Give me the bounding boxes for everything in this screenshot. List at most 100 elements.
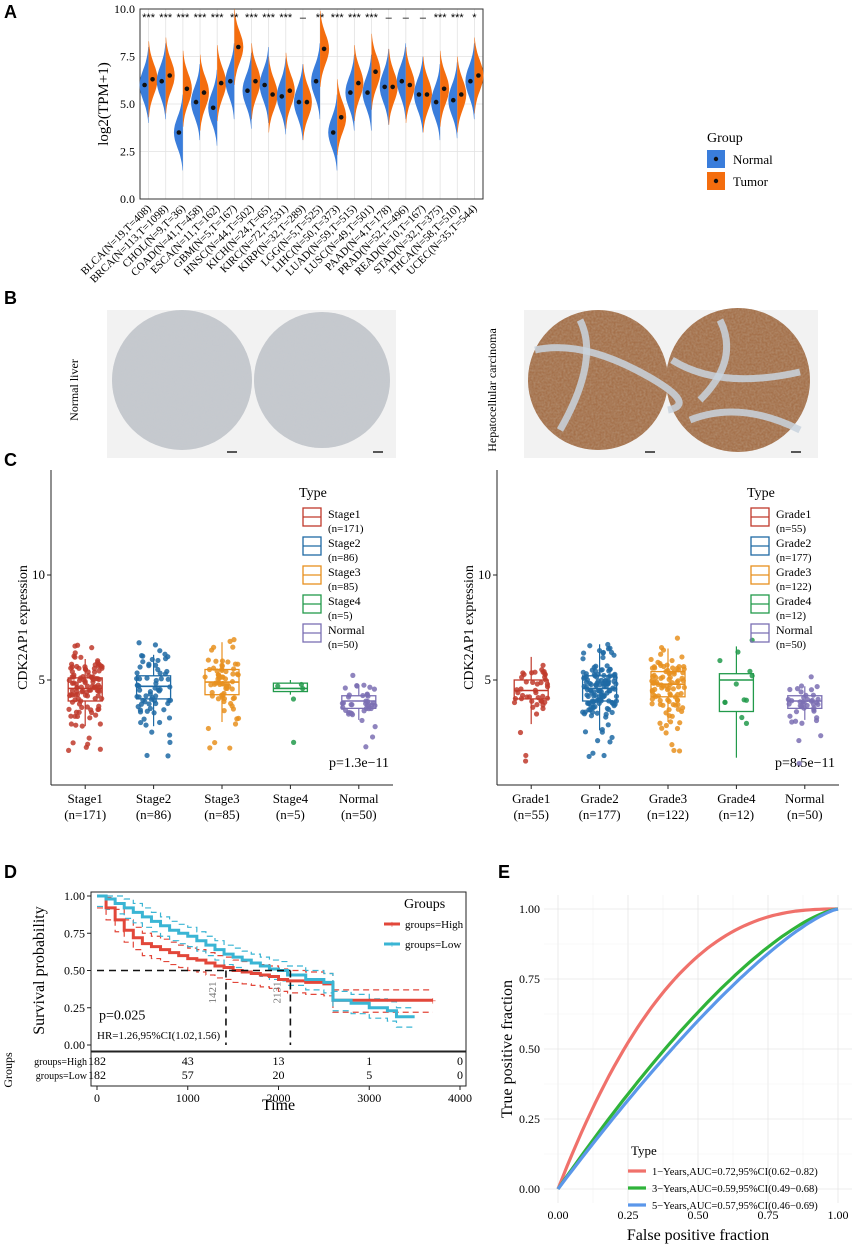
x-tick-label: 0 [94,1091,100,1105]
data-point [613,681,619,687]
p-value-label: p=0.025 [99,1009,145,1024]
legend-label-normal: Normal [733,152,773,167]
data-point [205,725,212,732]
violin-tumor-median-point [218,80,224,86]
data-point [544,695,551,701]
data-point [583,679,590,685]
box-iqr [67,677,103,702]
x-tick-label: 0.00 [548,1208,569,1222]
data-point [599,667,605,673]
roc-curve-1-year [556,907,838,1190]
data-point [607,645,613,651]
significance-label: ** [316,12,325,24]
data-point [364,692,370,698]
panel-letter-d: D [4,862,17,882]
data-point [349,702,355,708]
y-tick-label: 0.75 [519,972,540,986]
data-point [606,688,612,694]
y-axis-label: Survival probability [31,906,48,1034]
box-iqr [272,682,309,693]
data-point [717,657,723,664]
data-point [66,706,72,712]
violin-tumor-median-point [407,82,413,88]
data-point [534,702,540,708]
data-point [677,720,683,726]
data-point [213,658,219,664]
significance-label: *** [194,12,208,24]
y-tick-label-a: 0.0 [120,192,135,206]
y-axis-label: CDK2AP1 expression [16,565,31,690]
hcc-label: Hepatocellular carcinoma [485,328,499,452]
risk-row-label: groups=High [34,1057,87,1068]
data-point [235,715,242,721]
data-point [589,667,595,673]
survival-curve-low [97,894,415,1019]
data-point [93,712,99,718]
data-point [798,683,805,689]
data-point [580,656,586,662]
data-point [80,688,86,694]
x-axis-label: Time [262,1097,295,1114]
data-point [72,713,78,719]
data-point [137,709,144,715]
data-point [232,721,239,727]
data-point [371,686,378,692]
panel-b-ihc-images: Normal liver Hepatocellular carcinoma [67,308,818,458]
x-tick-label: 0.50 [688,1208,709,1222]
violin-tumor-median-point [373,69,378,74]
x-tick-count: (n=85) [204,807,240,822]
data-point [722,699,728,706]
data-point [227,638,233,644]
legend-count: (n=177) [776,552,812,564]
data-point [675,706,681,712]
data-point [221,708,227,714]
data-point [601,752,607,759]
data-point [225,659,231,665]
risk-count: 13 [273,1054,285,1068]
significance-label: – [386,12,393,24]
significance-label: – [420,12,427,24]
violin-tumor-median-point [270,92,275,97]
data-point [611,652,617,658]
violin-normal-median-point [348,90,353,95]
legend-title-e: Type [631,1143,657,1158]
x-tick-count: (n=12) [719,807,755,822]
data-point [596,688,602,694]
data-point [515,690,521,696]
significance-label: *** [451,12,465,24]
data-point [84,689,90,695]
data-point [144,675,150,681]
legend-title: Type [299,486,327,501]
legend-count: (n=5) [328,610,353,622]
significance-label: *** [365,12,379,24]
data-point [226,683,232,689]
data-point [342,685,348,691]
x-tick-count: (n=50) [341,807,377,822]
legend-count: (n=12) [776,610,806,622]
legend-count: (n=122) [776,581,812,593]
legend-title-d: Groups [404,897,445,912]
x-tick-label: 0.25 [618,1208,639,1222]
violin-normal-median-point [313,78,319,84]
data-point [143,722,149,728]
significance-label: *** [245,12,259,24]
panel-a-violin-chart: 0.02.55.07.510.0***BLCA(N=19,T=408)***BR… [79,2,773,286]
data-point [601,683,607,689]
significance-label: *** [142,12,156,24]
data-point [664,662,670,668]
data-point [739,714,745,721]
data-point [657,720,663,726]
median-label-high: 1421 [207,982,219,1004]
hazard-ratio-label: HR=1.26,95%CI(1.02,1.56) [97,1030,221,1042]
risk-count: 5 [366,1068,372,1082]
data-point [609,709,615,716]
x-tick-label: Grade2 [580,791,618,806]
risk-count: 57 [182,1068,194,1082]
data-point [593,674,600,680]
data-point [580,709,586,715]
data-point [354,682,360,689]
ci-lower-high [97,907,433,1013]
data-point [165,753,171,759]
data-point [598,692,604,698]
data-point [667,719,674,725]
